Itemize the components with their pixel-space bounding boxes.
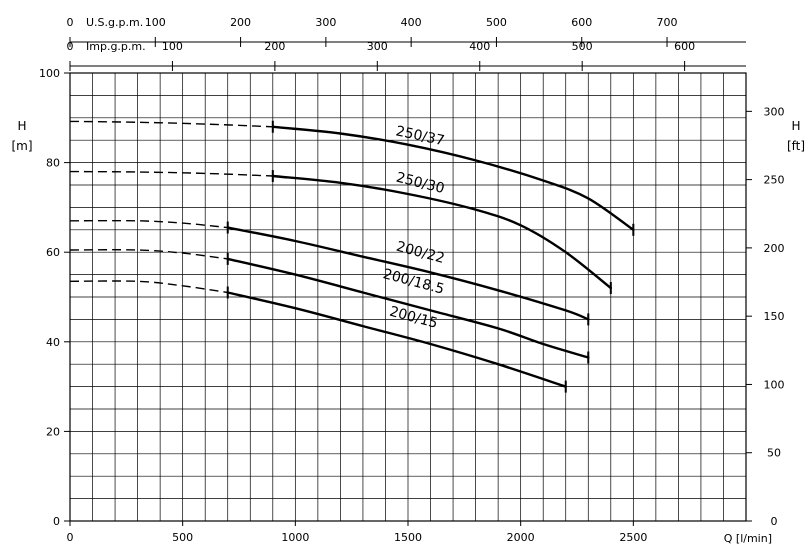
y-right-tick-label: 300 — [764, 105, 785, 118]
y-left-tick-label: 100 — [39, 67, 60, 80]
x-tick-label: 2500 — [619, 531, 647, 544]
x-axis-label: Q [l/min] — [724, 532, 772, 545]
top-axis-tick-label: 200 — [264, 40, 285, 53]
y-left-tick-label: 20 — [46, 425, 60, 438]
top-axes: 0 100 200 300 400 500 600 700 U.S.g.p.m. 0 100 200 3… — [67, 16, 746, 71]
y-right-tick-label: 150 — [764, 310, 785, 323]
grid — [70, 73, 746, 521]
top-axis-tick-label: 600 — [674, 40, 695, 53]
y-left-tick-label: 0 — [53, 515, 60, 528]
top-axis-tick-label: 0 — [67, 40, 74, 53]
curve-dashed-segment — [69, 249, 228, 260]
y-left-unit: [m] — [11, 139, 32, 153]
curve-label: 250/37 — [394, 123, 446, 149]
y-right-tick-label: 250 — [764, 174, 785, 187]
curve-dashed-segment — [69, 120, 273, 128]
top-axis-tick-label: 0 — [67, 16, 74, 29]
top-axis-tick-label: 100 — [145, 16, 166, 29]
top-axis-tick-label: 400 — [469, 40, 490, 53]
x-tick-label: 1000 — [281, 531, 309, 544]
curve-dashed-segment — [69, 219, 228, 229]
y-right-tick-label: 0 — [771, 515, 778, 528]
curve-label: 200/22 — [394, 239, 446, 267]
y-left-tick-label: 80 — [46, 157, 60, 170]
curve-dashed-segment — [69, 170, 273, 177]
y-right-tick-label: 100 — [764, 378, 785, 391]
y-right-unit: [ft] — [787, 139, 805, 153]
top-axis-tick-label: 300 — [367, 40, 388, 53]
top-axis-tick-label: 300 — [315, 16, 336, 29]
y-left-label: H — [17, 119, 26, 133]
curve-label: 200/18.5 — [381, 266, 446, 298]
top-axis-tick-label: 500 — [486, 16, 507, 29]
top-axis-tick-label: 100 — [162, 40, 183, 53]
x-tick-label: 0 — [67, 531, 74, 544]
top-axis-tick-label: 600 — [571, 16, 592, 29]
curve-solid-segment — [226, 226, 590, 321]
top-axis-tick-label: 200 — [230, 16, 251, 29]
top-axis-tick-label: 400 — [401, 16, 422, 29]
top-axis-unit-label: U.S.g.p.m. — [86, 16, 143, 29]
curve-label: 200/15 — [388, 304, 440, 332]
top-axis-tick-label: 500 — [572, 40, 593, 53]
curve-solid-segment — [271, 174, 612, 290]
y-right-tick-label: 50 — [767, 447, 781, 460]
x-tick-label: 1500 — [394, 531, 422, 544]
y-left-tick-label: 60 — [46, 246, 60, 259]
top-axis-unit-label: Imp.g.p.m. — [86, 40, 146, 53]
y-right-tick-label: 200 — [764, 242, 785, 255]
x-tick-label: 500 — [172, 531, 193, 544]
top-axis-tick-label: 700 — [657, 16, 678, 29]
curve-dashed-segment — [69, 280, 228, 294]
curve-solid-segment — [226, 257, 590, 359]
x-tick-label: 2000 — [507, 531, 535, 544]
curve-solid-segment — [226, 291, 567, 388]
curve-solid-segment — [271, 125, 635, 231]
y-right-label: H — [791, 119, 800, 133]
y-left-tick-label: 40 — [46, 336, 60, 349]
